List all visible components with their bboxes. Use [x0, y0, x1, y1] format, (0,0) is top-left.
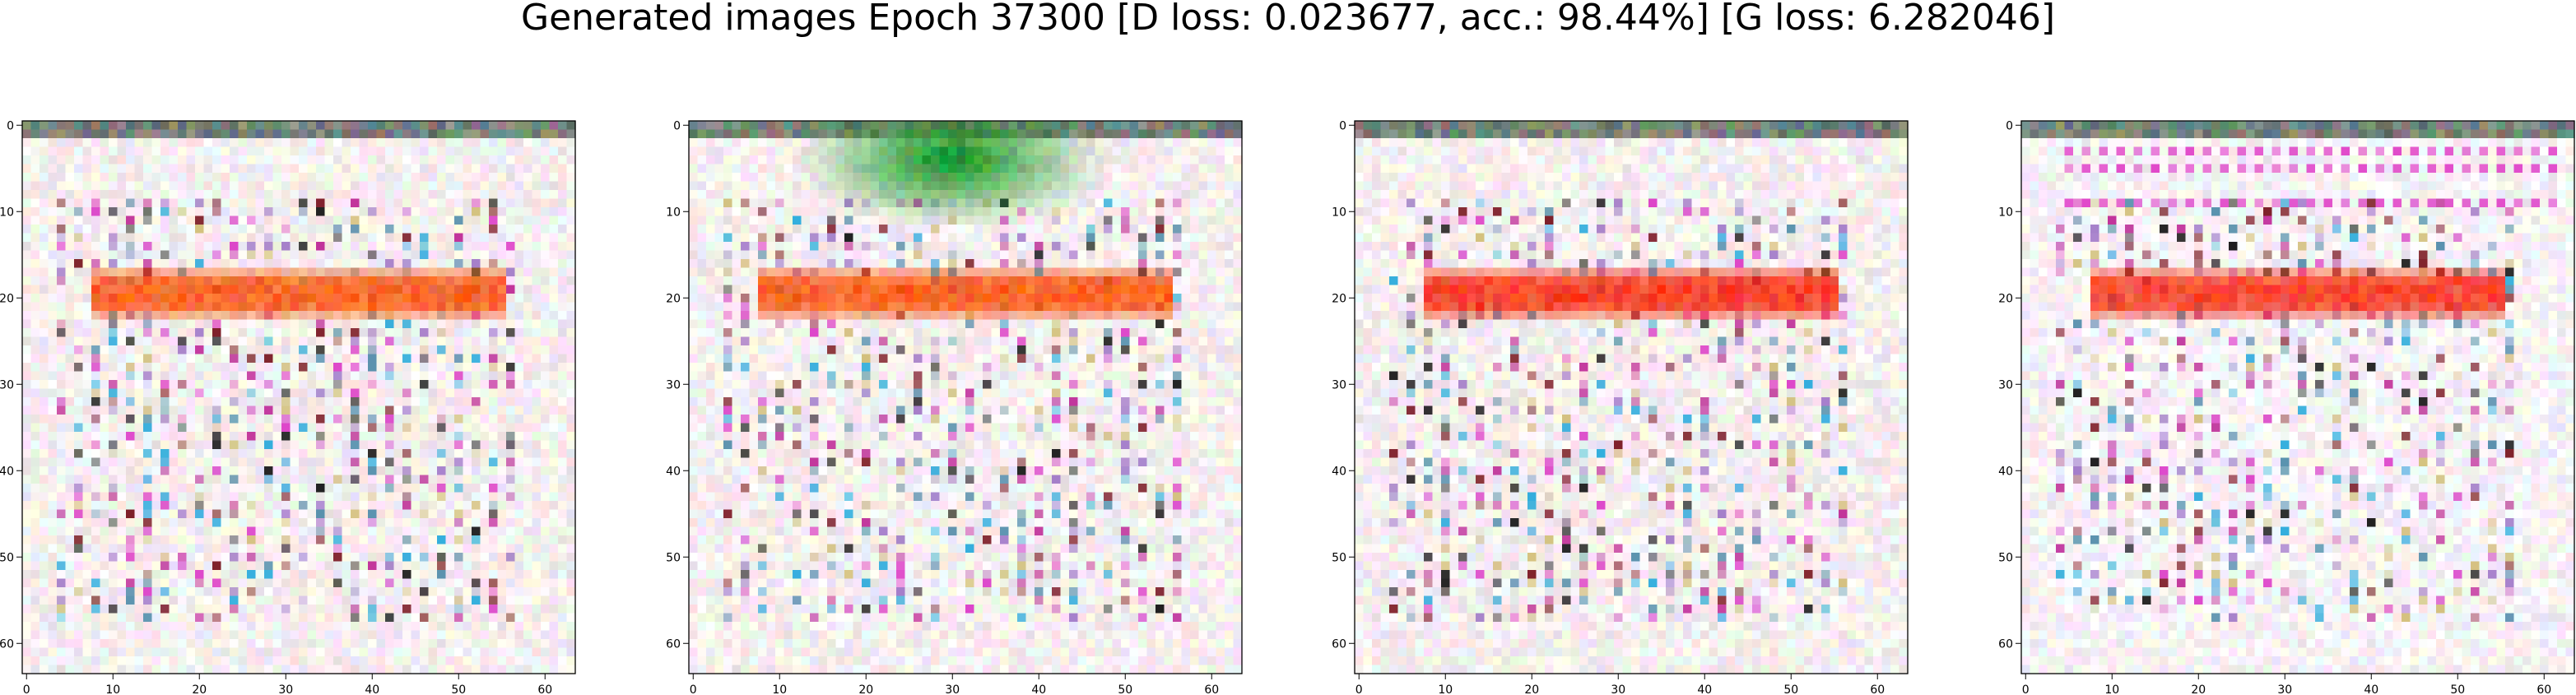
axes-frame	[2020, 120, 2575, 674]
y-tick-label: 60	[1998, 637, 2013, 651]
y-tick-label: 40	[1332, 465, 1346, 478]
y-tick-label: 30	[1998, 378, 2013, 392]
y-tick-label: 60	[1332, 637, 1346, 651]
x-tick-label: 60	[537, 683, 552, 695]
axes-frame	[688, 120, 1243, 674]
x-tick-label: 0	[1355, 683, 1363, 695]
y-tick-label: 60	[0, 637, 14, 651]
x-tick-label: 0	[2022, 683, 2030, 695]
y-tick-label: 10	[1332, 206, 1346, 219]
axes-frame	[21, 120, 576, 674]
image-pixels	[22, 121, 576, 674]
y-tick-label: 20	[666, 292, 681, 305]
x-tick-label: 40	[365, 683, 379, 695]
y-tick-label: 50	[1332, 551, 1346, 564]
y-tick-label: 40	[0, 465, 14, 478]
x-tick-label: 60	[2536, 683, 2551, 695]
x-tick-label: 20	[2191, 683, 2206, 695]
x-tick-label: 30	[1611, 683, 1625, 695]
y-tick-label: 30	[1332, 378, 1346, 392]
x-tick-label: 10	[2104, 683, 2119, 695]
x-tick-label: 30	[2277, 683, 2292, 695]
image-pixels	[689, 121, 1243, 674]
x-tick-label: 40	[2364, 683, 2378, 695]
x-tick-label: 10	[1438, 683, 1453, 695]
x-tick-label: 50	[2450, 683, 2465, 695]
y-tick-label: 40	[1998, 465, 2013, 478]
figure-title: Generated images Epoch 37300 [D loss: 0.…	[520, 0, 2056, 39]
y-tick-label: 10	[666, 206, 681, 219]
x-tick-label: 20	[1524, 683, 1539, 695]
y-tick-label: 0	[673, 119, 681, 132]
x-tick-label: 60	[1204, 683, 1219, 695]
y-tick-label: 0	[2006, 119, 2013, 132]
y-tick-label: 40	[666, 465, 681, 478]
y-tick-label: 20	[0, 292, 14, 305]
x-tick-label: 20	[192, 683, 207, 695]
x-tick-label: 60	[1870, 683, 1885, 695]
y-tick-label: 0	[1339, 119, 1346, 132]
x-tick-label: 50	[1118, 683, 1132, 695]
y-tick-label: 10	[1998, 206, 2013, 219]
y-tick-label: 50	[1998, 551, 2013, 564]
x-tick-label: 10	[772, 683, 787, 695]
x-tick-label: 40	[1031, 683, 1046, 695]
y-tick-label: 30	[0, 378, 14, 392]
x-tick-label: 30	[278, 683, 293, 695]
x-tick-label: 40	[1697, 683, 1712, 695]
y-tick-label: 20	[1332, 292, 1346, 305]
y-tick-label: 0	[7, 119, 14, 132]
y-tick-label: 30	[666, 378, 681, 392]
image-panel-4: 0 10 20 30 40 50 60 0 10 20 30 40 50 60	[1998, 119, 2575, 695]
image-pixels	[2021, 121, 2575, 674]
image-panel-2: 0 10 20 30 40 50 60 0 10 20 30 40 50 60	[666, 119, 1243, 695]
x-tick-label: 50	[451, 683, 466, 695]
x-tick-label: 50	[1783, 683, 1798, 695]
image-panel-3: 0 10 20 30 40 50 60 0 10 20 30 40 50 60	[1332, 119, 1909, 695]
x-tick-label: 10	[105, 683, 120, 695]
x-tick-label: 0	[690, 683, 697, 695]
y-tick-label: 10	[0, 206, 14, 219]
image-pixels	[1355, 121, 1909, 674]
axes-frame	[1354, 120, 1909, 674]
y-tick-label: 50	[666, 551, 681, 564]
x-tick-label: 0	[23, 683, 30, 695]
y-tick-label: 60	[666, 637, 681, 651]
y-tick-label: 20	[1998, 292, 2013, 305]
x-tick-label: 20	[858, 683, 873, 695]
image-panel-1: 0 10 20 30 40 50 60 0 10 20 30 40 50 60	[0, 119, 576, 695]
x-tick-label: 30	[945, 683, 960, 695]
y-tick-label: 50	[0, 551, 14, 564]
